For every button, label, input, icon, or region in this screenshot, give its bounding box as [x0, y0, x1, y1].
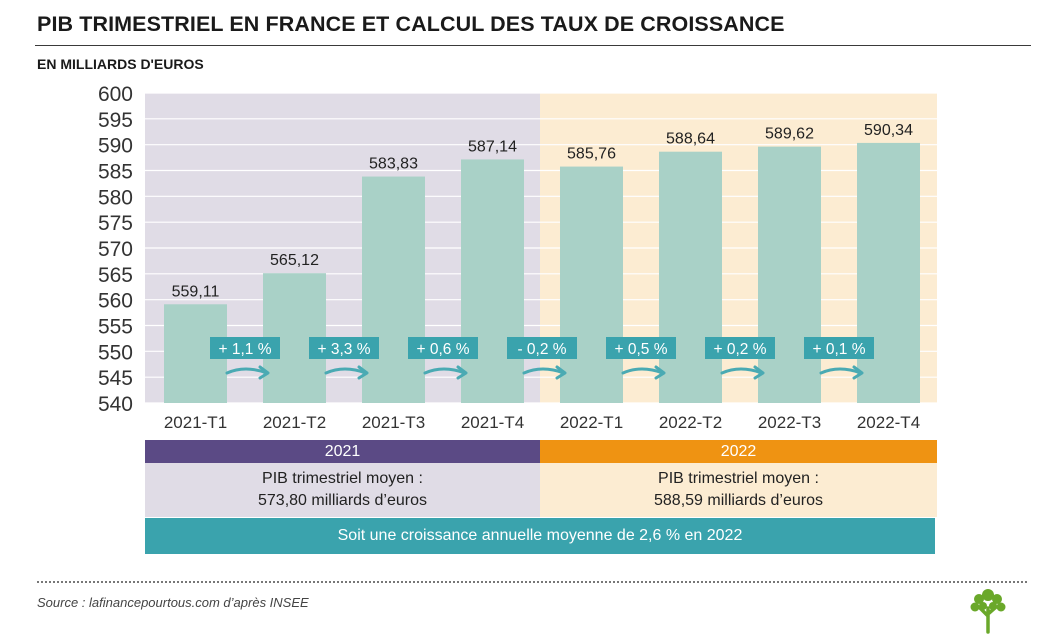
growth-arrow-icon — [423, 367, 467, 375]
bar — [659, 151, 722, 403]
average-box-2021: PIB trimestriel moyen : 573,80 milliards… — [145, 463, 540, 517]
y-tick-label: 565 — [98, 264, 133, 287]
y-tick-label: 585 — [98, 161, 133, 184]
x-tick-label: 2022-T2 — [659, 413, 722, 432]
growth-arrow-icon — [819, 367, 863, 375]
growth-badge — [408, 337, 478, 359]
growth-arrowhead-icon — [555, 365, 567, 380]
y-tick-label: 590 — [98, 135, 133, 158]
y-tick-label: 555 — [98, 316, 133, 339]
growth-arrowhead-icon — [654, 365, 666, 380]
x-tick-label: 2021-T1 — [164, 413, 227, 432]
growth-arrowhead-icon — [456, 365, 468, 380]
growth-badge — [210, 337, 280, 359]
y-tick-label: 595 — [98, 109, 133, 132]
bar-value-label: 583,83 — [369, 156, 418, 173]
growth-arrowhead-icon — [852, 365, 864, 380]
average-label-2021: PIB trimestriel moyen : — [262, 470, 423, 487]
growth-badge-label: + 0,6 % — [417, 341, 470, 358]
bar-value-label: 587,14 — [468, 138, 517, 155]
bar-value-label: 565,12 — [270, 252, 319, 269]
average-box-2022: PIB trimestriel moyen : 588,59 milliards… — [540, 463, 937, 517]
bar-value-label: 588,64 — [666, 131, 715, 148]
tree-icon — [970, 589, 1006, 634]
growth-badge — [507, 337, 577, 359]
bar-value-label: 585,76 — [567, 146, 616, 163]
x-tick-label: 2021-T3 — [362, 413, 425, 432]
year-band-2021: 2021 — [145, 440, 540, 463]
y-tick-label: 575 — [98, 212, 133, 235]
growth-arrow-icon — [522, 367, 566, 375]
growth-badge-label: + 0,5 % — [615, 341, 668, 358]
x-tick-label: 2021-T4 — [461, 413, 524, 432]
bar — [758, 146, 821, 403]
bar-value-label: 559,11 — [172, 283, 220, 300]
growth-badge — [804, 337, 874, 359]
title-divider — [35, 45, 1031, 46]
growth-badge-label: + 1,1 % — [219, 341, 272, 358]
average-label-2022: PIB trimestriel moyen : — [658, 470, 819, 487]
growth-badge — [705, 337, 775, 359]
x-tick-label: 2022-T1 — [560, 413, 623, 432]
growth-arrowhead-icon — [258, 365, 270, 380]
growth-badge — [606, 337, 676, 359]
average-value-2021: 573,80 milliards d’euros — [258, 492, 427, 509]
bar-value-label: 590,34 — [864, 122, 913, 139]
growth-arrow-icon — [324, 367, 368, 375]
x-tick-label: 2021-T2 — [263, 413, 326, 432]
chart-subtitle: EN MILLIARDS D'EUROS — [37, 56, 204, 72]
y-tick-label: 540 — [98, 393, 133, 416]
growth-arrow-icon — [720, 367, 764, 375]
bar-value-label: 589,62 — [765, 126, 814, 143]
x-tick-label: 2022-T4 — [857, 413, 920, 432]
growth-arrow-icon — [225, 367, 269, 375]
y-tick-label: 600 — [98, 83, 133, 106]
y-tick-label: 580 — [98, 186, 133, 209]
growth-badge-label: + 0,2 % — [714, 341, 767, 358]
annual-growth-summary: Soit une croissance annuelle moyenne de … — [145, 518, 935, 554]
y-tick-label: 560 — [98, 290, 133, 313]
growth-arrow-icon — [621, 367, 665, 375]
growth-badge-label: - 0,2 % — [517, 341, 566, 358]
y-tick-label: 545 — [98, 367, 133, 390]
bar — [362, 176, 425, 403]
bar — [461, 159, 524, 403]
year-band-2022: 2022 — [540, 440, 937, 463]
y-tick-label: 570 — [98, 238, 133, 261]
dotted-divider — [37, 581, 1027, 583]
average-value-2022: 588,59 milliards d’euros — [654, 492, 823, 509]
source-note: Source : lafinancepourtous.com d’après I… — [37, 595, 309, 610]
growth-arrowhead-icon — [357, 365, 369, 380]
chart-title: PIB TRIMESTRIEL EN FRANCE ET CALCUL DES … — [37, 12, 785, 36]
x-tick-label: 2022-T3 — [758, 413, 821, 432]
growth-badge — [309, 337, 379, 359]
growth-arrowhead-icon — [753, 365, 765, 380]
y-tick-label: 550 — [98, 341, 133, 364]
bar — [560, 166, 623, 403]
bar — [857, 142, 920, 403]
growth-badge-label: + 0,1 % — [813, 341, 866, 358]
growth-badge-label: + 3,3 % — [318, 341, 371, 358]
